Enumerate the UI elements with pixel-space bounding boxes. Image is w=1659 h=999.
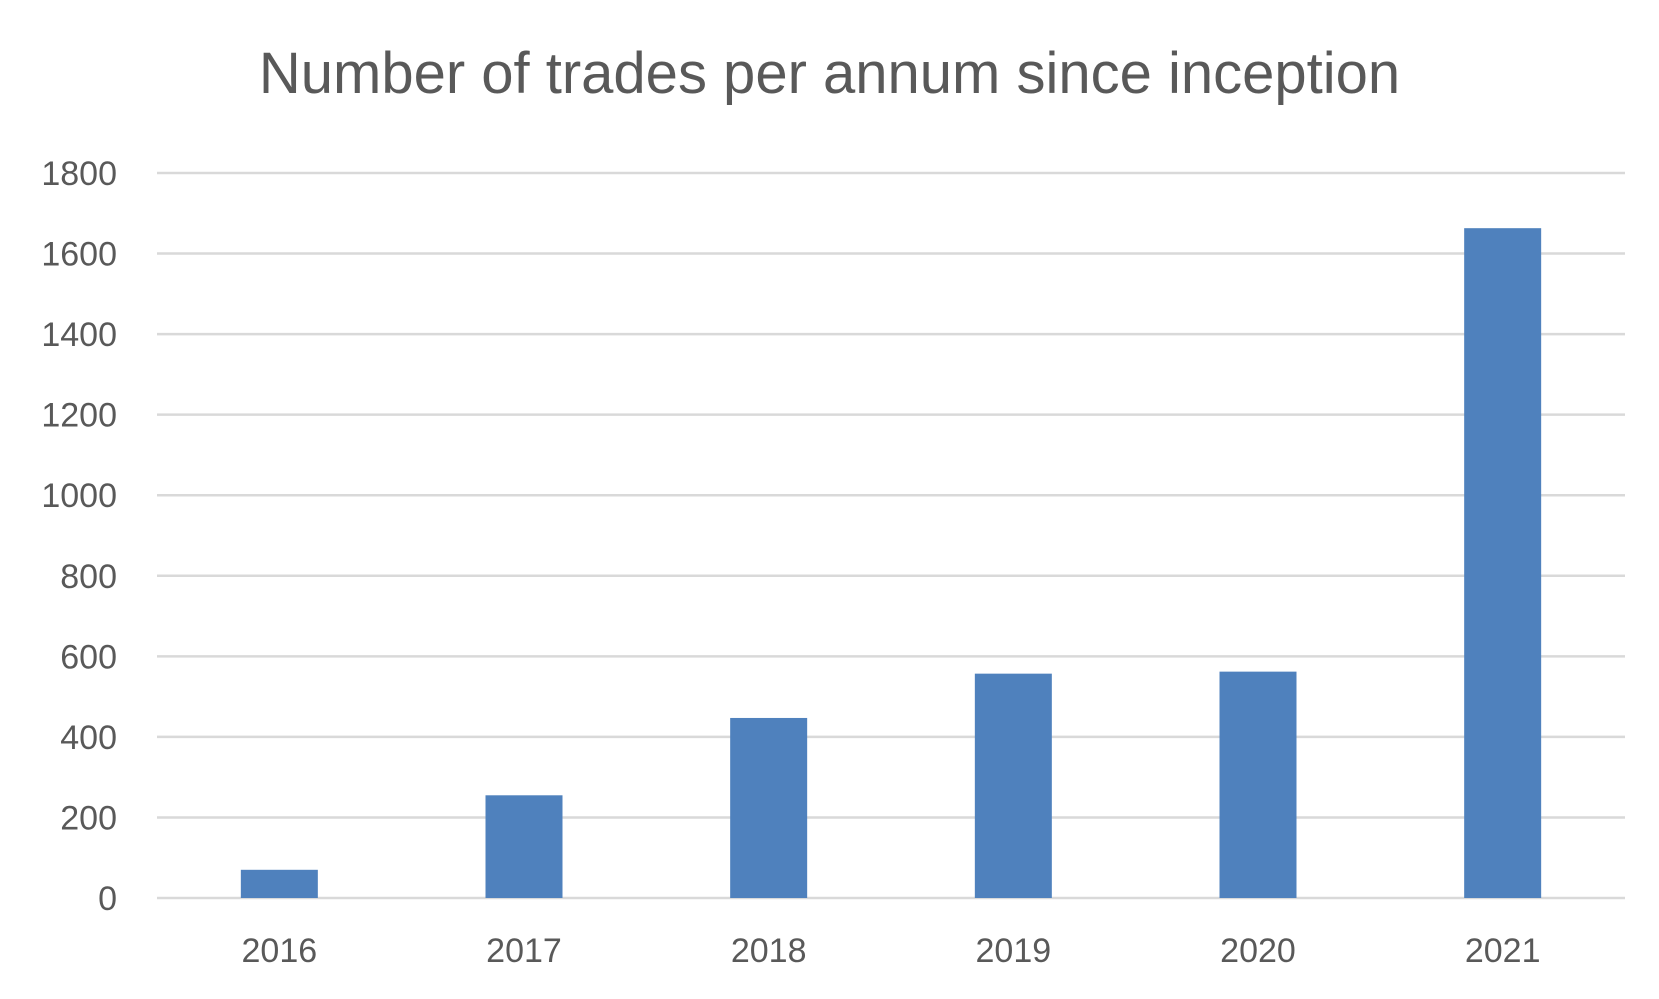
bar-2019 bbox=[974, 673, 1052, 898]
y-tick-label: 1600 bbox=[41, 236, 117, 274]
y-tick-label: 1800 bbox=[41, 155, 117, 193]
bar-2016 bbox=[240, 869, 318, 898]
bar-2017 bbox=[485, 795, 563, 898]
x-tick-label: 2020 bbox=[1220, 932, 1296, 970]
x-tick-label: 2018 bbox=[731, 932, 807, 970]
gridlines bbox=[157, 171, 1625, 900]
bar-2018 bbox=[730, 717, 808, 898]
chart-title: Number of trades per annum since incepti… bbox=[258, 41, 1401, 106]
y-tick-label: 200 bbox=[60, 799, 117, 837]
y-tick-label: 1000 bbox=[41, 477, 117, 515]
x-tick-label: 2021 bbox=[1465, 932, 1541, 970]
y-tick-label: 1400 bbox=[41, 316, 117, 354]
y-tick-label: 800 bbox=[60, 558, 117, 596]
y-tick-label: 1200 bbox=[41, 397, 117, 435]
y-axis-tick-labels: 0 200 400 600 800 1000 1200 1400 1600 1800 bbox=[41, 155, 117, 918]
x-tick-label: 2019 bbox=[976, 932, 1052, 970]
bar-2021 bbox=[1464, 228, 1542, 899]
y-tick-label: 0 bbox=[98, 880, 117, 918]
x-tick-label: 2016 bbox=[242, 932, 318, 970]
x-axis-tick-labels: 2016 2017 2018 2019 2020 2021 bbox=[242, 932, 1541, 970]
bar-2020 bbox=[1219, 671, 1297, 898]
y-tick-label: 600 bbox=[60, 638, 117, 676]
y-tick-label: 400 bbox=[60, 719, 117, 757]
x-tick-label: 2017 bbox=[486, 932, 562, 970]
bars bbox=[240, 228, 1542, 899]
